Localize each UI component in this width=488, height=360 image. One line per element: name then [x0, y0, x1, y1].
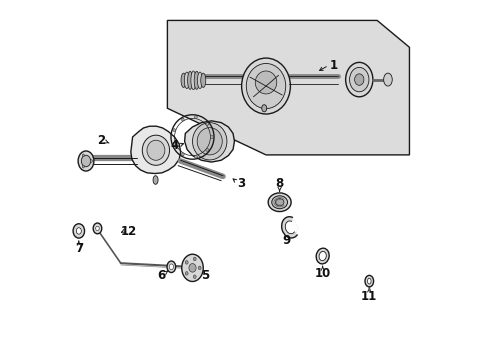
Ellipse shape — [73, 224, 84, 238]
Ellipse shape — [255, 71, 276, 94]
Ellipse shape — [194, 71, 199, 89]
Ellipse shape — [142, 135, 169, 165]
Ellipse shape — [205, 148, 208, 151]
Ellipse shape — [190, 71, 196, 90]
Polygon shape — [131, 126, 180, 174]
Polygon shape — [167, 21, 408, 155]
Ellipse shape — [187, 71, 192, 89]
Ellipse shape — [173, 143, 175, 145]
Ellipse shape — [367, 278, 370, 284]
Text: 1: 1 — [329, 59, 338, 72]
Ellipse shape — [96, 226, 99, 230]
Ellipse shape — [271, 196, 287, 209]
Ellipse shape — [349, 67, 368, 92]
Ellipse shape — [201, 73, 205, 87]
Text: 8: 8 — [275, 177, 283, 190]
Ellipse shape — [185, 261, 188, 264]
Ellipse shape — [193, 257, 196, 261]
Ellipse shape — [261, 105, 266, 112]
Ellipse shape — [184, 72, 189, 89]
Ellipse shape — [197, 128, 222, 155]
Ellipse shape — [318, 251, 325, 261]
Ellipse shape — [147, 140, 164, 160]
Text: 5: 5 — [201, 269, 209, 282]
Ellipse shape — [182, 254, 203, 282]
Ellipse shape — [210, 135, 213, 138]
Ellipse shape — [188, 264, 196, 272]
Ellipse shape — [194, 116, 197, 119]
Ellipse shape — [285, 221, 295, 234]
Ellipse shape — [197, 72, 202, 89]
Ellipse shape — [267, 193, 290, 212]
Text: 4: 4 — [170, 139, 178, 152]
Ellipse shape — [205, 123, 208, 126]
Ellipse shape — [281, 217, 299, 238]
Polygon shape — [184, 121, 234, 162]
Ellipse shape — [246, 63, 285, 109]
Ellipse shape — [81, 155, 90, 167]
Ellipse shape — [153, 176, 158, 184]
Ellipse shape — [82, 165, 84, 168]
Ellipse shape — [78, 151, 94, 171]
Ellipse shape — [241, 58, 290, 114]
Text: 7: 7 — [75, 242, 82, 255]
Text: 2: 2 — [97, 134, 105, 147]
Ellipse shape — [364, 275, 373, 287]
Ellipse shape — [383, 73, 391, 86]
Text: 10: 10 — [314, 267, 330, 280]
Ellipse shape — [345, 62, 372, 97]
Ellipse shape — [316, 248, 328, 264]
Ellipse shape — [194, 155, 197, 158]
Ellipse shape — [354, 74, 363, 85]
Text: 11: 11 — [361, 290, 377, 303]
Text: 3: 3 — [236, 177, 244, 190]
Ellipse shape — [169, 264, 173, 270]
Ellipse shape — [181, 153, 184, 156]
Ellipse shape — [90, 159, 92, 162]
Ellipse shape — [167, 261, 175, 273]
Ellipse shape — [93, 223, 102, 234]
Ellipse shape — [181, 73, 185, 87]
Ellipse shape — [185, 271, 188, 275]
Text: 6: 6 — [157, 269, 165, 282]
Ellipse shape — [181, 118, 184, 121]
Ellipse shape — [275, 199, 284, 206]
Ellipse shape — [76, 228, 81, 234]
Ellipse shape — [173, 129, 175, 131]
Ellipse shape — [198, 266, 201, 270]
Ellipse shape — [82, 154, 84, 157]
Ellipse shape — [193, 275, 196, 279]
Text: 9: 9 — [282, 234, 290, 247]
Text: 12: 12 — [121, 225, 137, 238]
Ellipse shape — [192, 123, 226, 160]
